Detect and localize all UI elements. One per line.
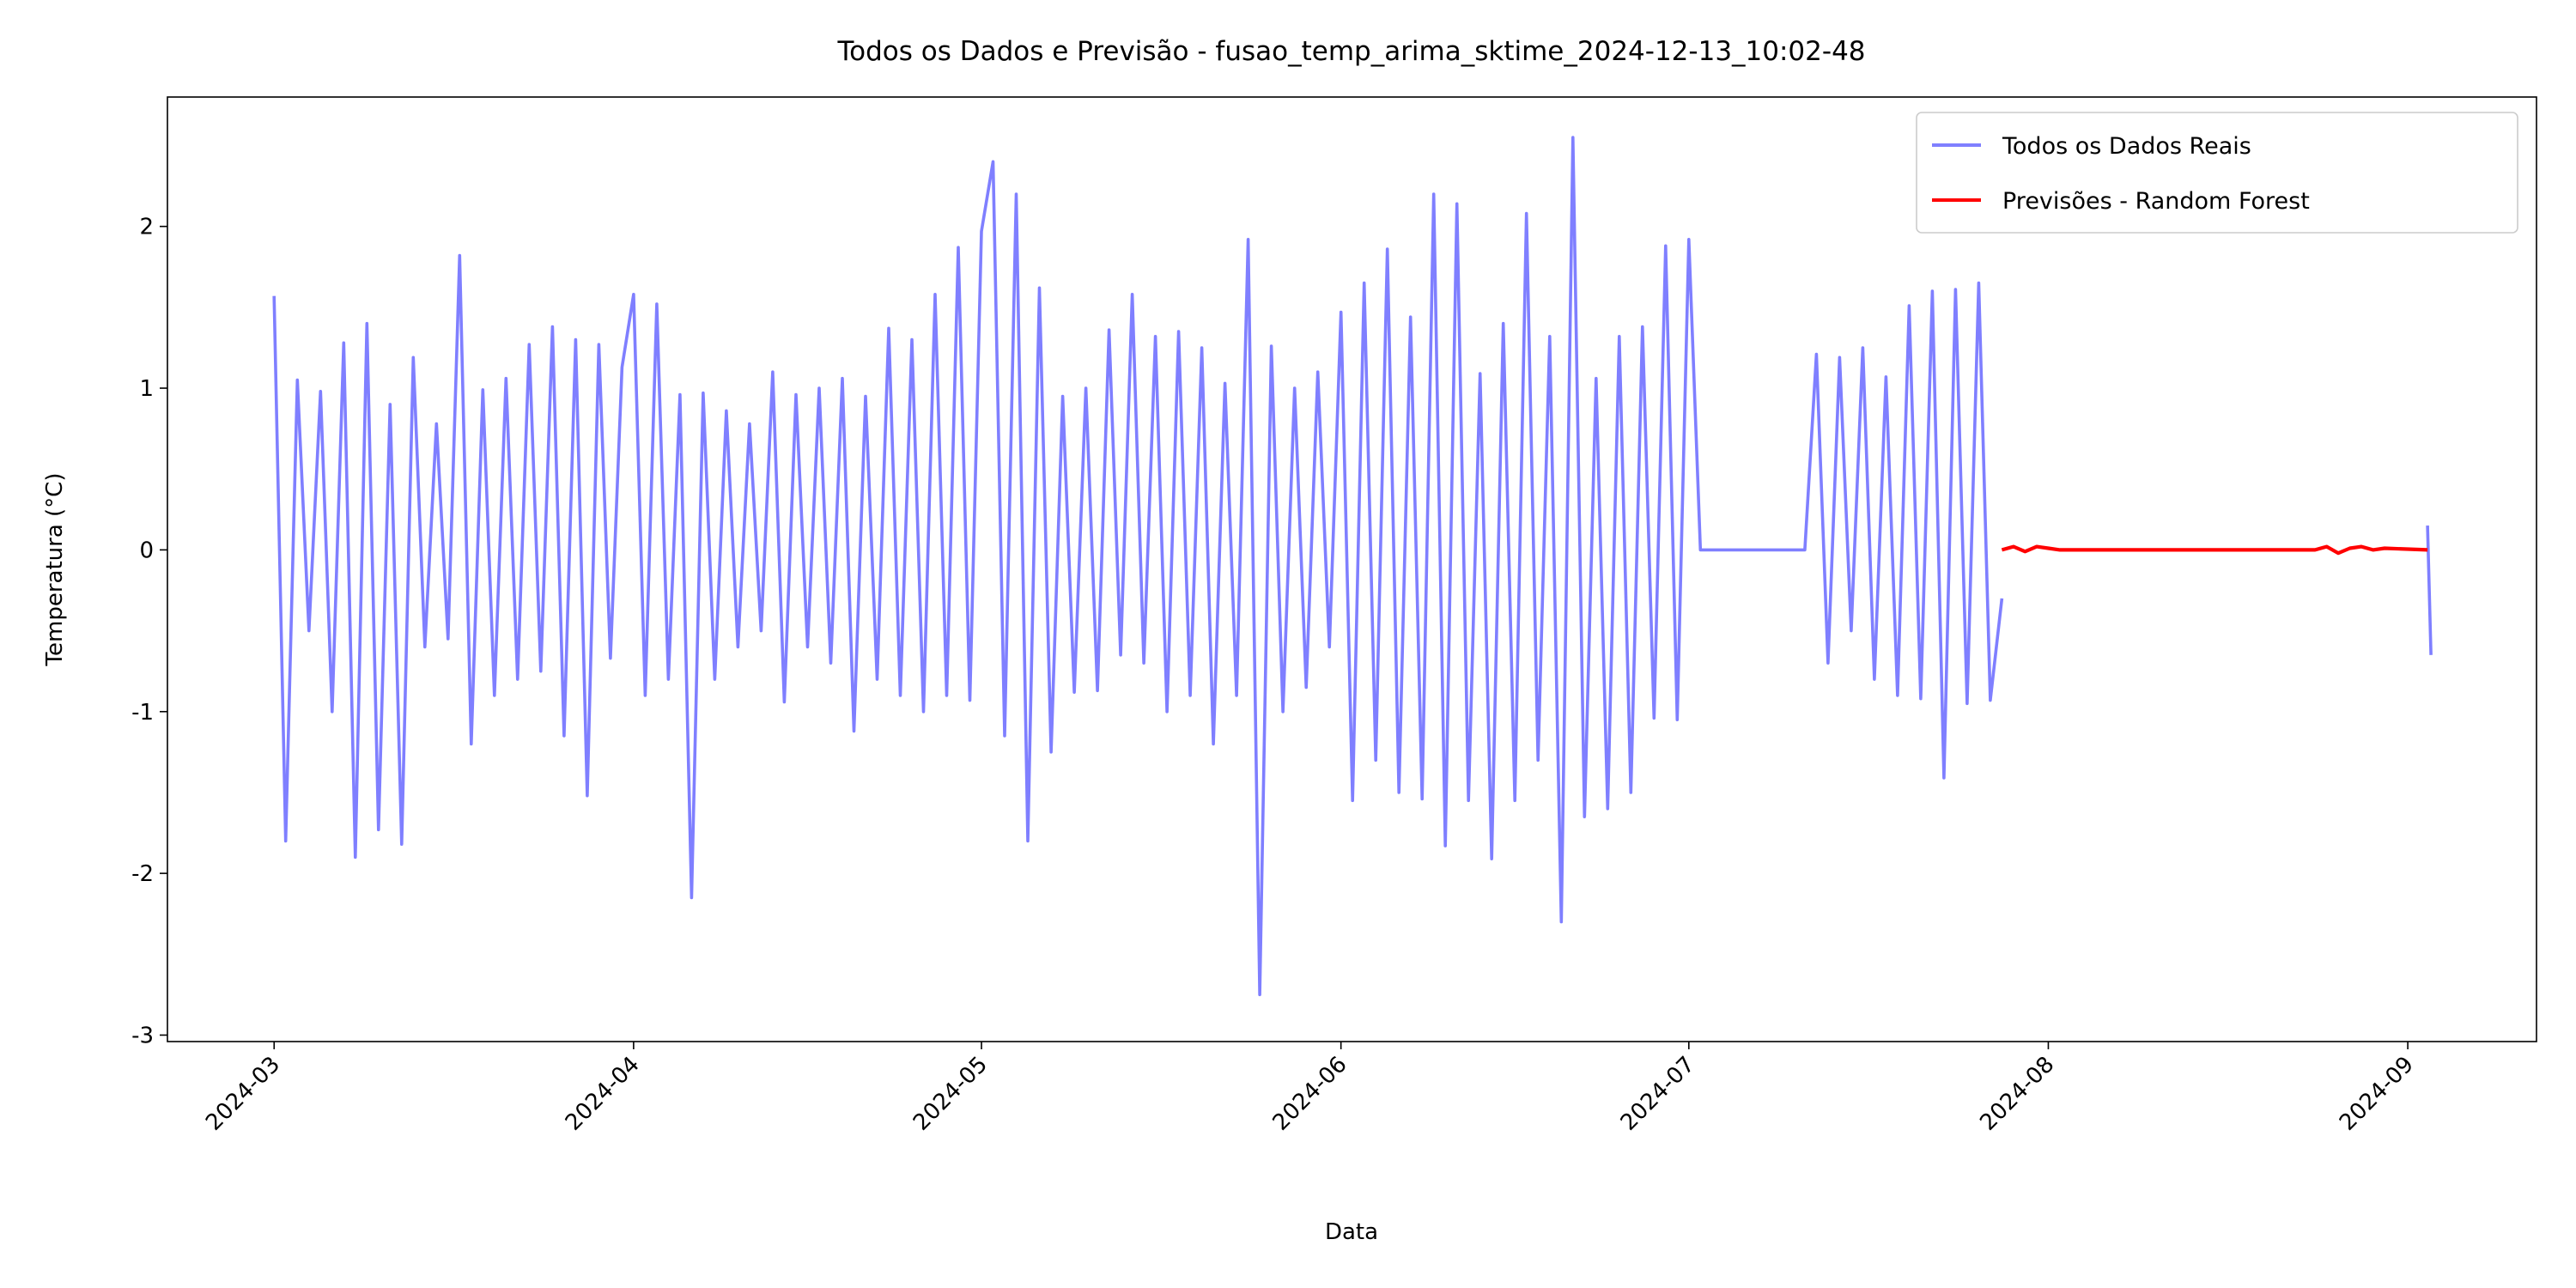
data-line	[272, 136, 2433, 997]
y-tick-label: 2	[139, 215, 154, 240]
legend-label: Todos os Dados Reais	[2002, 133, 2251, 160]
x-axis-label: Data	[1325, 1219, 1378, 1245]
plot-frame	[167, 96, 2537, 1042]
data-line	[2001, 544, 2428, 556]
x-tick-label: 2024-08	[1975, 1052, 2059, 1136]
x-tick-label: 2024-05	[908, 1052, 993, 1136]
x-tick-label: 2024-09	[2335, 1052, 2419, 1136]
chart-title: Todos os Dados e Previsão - fusao_temp_a…	[836, 36, 1865, 67]
y-axis-label: Temperatura (°C)	[42, 473, 68, 667]
x-tick-label: 2024-03	[201, 1052, 285, 1136]
legend-box	[1916, 112, 2518, 234]
x-tick-label: 2024-06	[1268, 1052, 1352, 1136]
y-tick-label: -3	[131, 1023, 154, 1048]
y-tick-label: -1	[131, 700, 154, 726]
y-tick-label: 1	[139, 376, 154, 402]
x-tick-label: 2024-04	[561, 1052, 645, 1136]
y-tick-label: 0	[139, 538, 154, 563]
x-tick-label: 2024-07	[1616, 1052, 1700, 1136]
legend-label: Previsões - Random Forest	[2002, 188, 2310, 215]
y-tick-label: -2	[131, 861, 154, 887]
